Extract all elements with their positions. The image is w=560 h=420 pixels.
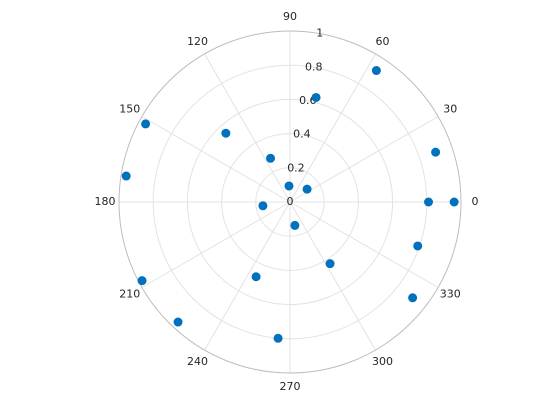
theta-grid-line <box>289 53 376 203</box>
theta-grid-line <box>204 201 291 351</box>
theta-tick-label: 150 <box>119 103 140 116</box>
r-grid-circle <box>221 133 359 271</box>
r-tick-label: 1 <box>316 27 323 40</box>
r-grid-circle <box>255 167 325 237</box>
theta-grid-line <box>289 116 439 203</box>
theta-tick-label: 60 <box>376 35 390 48</box>
data-point <box>284 181 294 191</box>
theta-tick-label: 270 <box>280 380 301 393</box>
data-point <box>221 128 231 138</box>
theta-grid-line <box>141 116 291 203</box>
data-point <box>258 201 268 211</box>
data-point <box>141 119 151 129</box>
data-point <box>121 171 131 181</box>
theta-tick-label: 90 <box>283 10 297 23</box>
theta-tick-label: 300 <box>372 355 393 368</box>
data-point <box>408 293 418 303</box>
theta-grid-line <box>204 53 291 203</box>
theta-tick-label: 0 <box>472 195 479 208</box>
r-tick-label: 0.8 <box>305 60 323 73</box>
theta-tick-label: 30 <box>443 103 457 116</box>
data-point <box>413 241 423 251</box>
theta-tick-label: 330 <box>440 288 461 301</box>
data-point <box>173 317 183 327</box>
data-point <box>273 333 283 343</box>
theta-tick-label: 210 <box>119 288 140 301</box>
data-point <box>424 197 434 207</box>
data-point <box>290 220 300 230</box>
data-point <box>325 259 335 269</box>
data-point <box>137 276 147 286</box>
data-point <box>251 272 261 282</box>
data-point <box>311 92 321 102</box>
theta-grid-line <box>289 201 439 288</box>
data-point <box>449 197 459 207</box>
data-point <box>431 147 441 157</box>
data-point <box>302 184 312 194</box>
r-grid-circle <box>186 98 394 306</box>
data-point <box>266 153 276 163</box>
r-tick-label: 0.2 <box>287 161 305 174</box>
outer-circle <box>118 30 462 374</box>
data-point <box>371 66 381 76</box>
r-tick-label: 0 <box>287 195 294 208</box>
theta-grid-line <box>141 201 291 288</box>
theta-tick-label: 120 <box>187 35 208 48</box>
theta-grid-line <box>289 201 376 351</box>
theta-tick-label: 180 <box>95 195 116 208</box>
theta-tick-label: 240 <box>187 355 208 368</box>
r-tick-label: 0.4 <box>293 128 311 141</box>
